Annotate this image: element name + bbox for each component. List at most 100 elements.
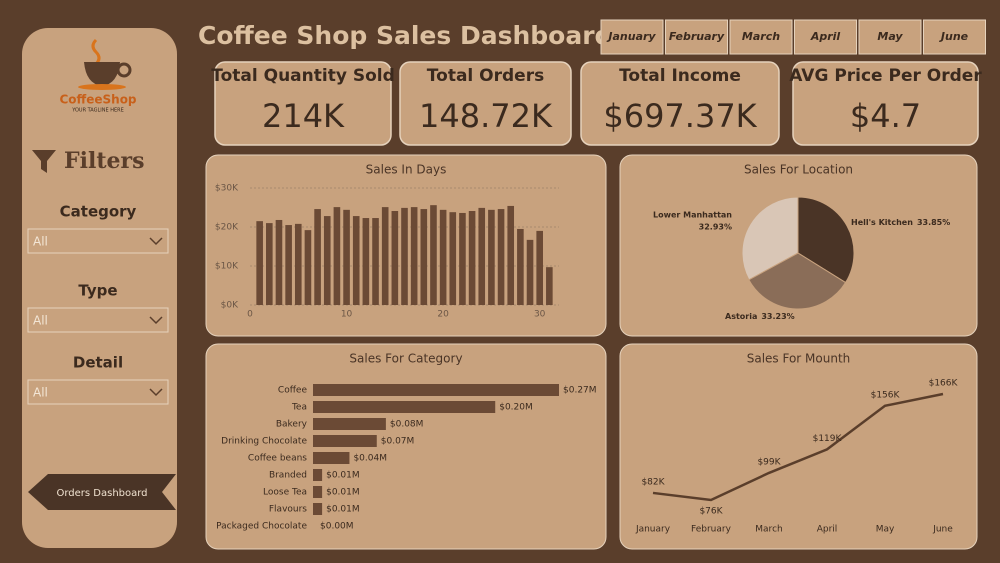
filter-label: Category — [60, 203, 137, 221]
category-label: Branded — [269, 471, 307, 481]
bar — [333, 207, 341, 305]
month-button-label[interactable]: March — [742, 30, 780, 43]
y-tick-label: $30K — [215, 184, 239, 194]
bar — [372, 218, 379, 305]
dropdown-chevron[interactable] — [149, 316, 163, 325]
value-label: $0.04M — [353, 454, 387, 464]
value-label: $0.20M — [499, 403, 533, 413]
pie-label: Hell's Kitchen 33.85% — [851, 218, 950, 227]
value-label: $166K — [929, 379, 959, 389]
kpi-value: $4.7 — [850, 97, 921, 135]
chart-title: Sales For Mounth — [747, 352, 851, 366]
dropdown-chevron[interactable] — [149, 237, 163, 246]
kpi-card — [580, 61, 780, 146]
bar — [313, 401, 496, 413]
filters-title: Filters — [64, 148, 144, 174]
value-label: $119K — [813, 434, 843, 444]
bar — [420, 209, 428, 305]
kpi-value: 214K — [262, 97, 345, 135]
filter-value[interactable]: All — [33, 314, 48, 328]
bar — [313, 435, 377, 447]
month-button[interactable] — [729, 19, 793, 55]
month-button-label[interactable]: January — [606, 30, 656, 43]
chart-title: Sales For Location — [744, 163, 853, 177]
month-button[interactable] — [600, 19, 664, 55]
bar — [313, 486, 323, 498]
month-button[interactable] — [858, 19, 922, 55]
kpi-label: Total Quantity Sold — [211, 66, 395, 86]
x-tick-label: February — [691, 525, 732, 535]
filter-value[interactable]: All — [33, 386, 48, 400]
category-label: Coffee beans — [248, 454, 307, 464]
month-button-label[interactable]: February — [669, 30, 725, 43]
kpi-card — [792, 61, 979, 146]
category-label: Flavours — [269, 505, 307, 515]
x-tick-label: 20 — [437, 310, 449, 320]
bar — [275, 219, 283, 305]
category-label: Drinking Chocolate — [221, 437, 307, 447]
bar — [343, 209, 350, 305]
bar — [468, 211, 476, 305]
chart-panel — [619, 343, 978, 550]
x-tick-label: January — [635, 525, 671, 535]
filter-icon — [32, 150, 56, 173]
month-button-label[interactable]: May — [877, 30, 903, 43]
category-label: Bakery — [276, 420, 308, 430]
y-tick-label: $0K — [221, 301, 239, 311]
bar — [304, 230, 312, 305]
orders-dashboard-button[interactable]: Orders Dashboard — [28, 474, 176, 510]
filters: Category All Type All Detail All — [27, 203, 169, 405]
dropdown-chevron[interactable] — [149, 388, 163, 397]
filter-value[interactable]: All — [33, 235, 48, 249]
x-tick-label: 0 — [247, 310, 253, 320]
logo-text: CoffeeShop — [59, 93, 136, 107]
category-label: Loose Tea — [263, 488, 307, 498]
bar — [526, 239, 534, 305]
button-label[interactable]: Orders Dashboard — [56, 488, 147, 499]
filter-dropdown[interactable] — [27, 379, 169, 405]
y-tick-label: $20K — [215, 223, 239, 233]
bar — [430, 205, 437, 305]
month-button-label[interactable]: April — [810, 30, 841, 43]
y-tick-label: $10K — [215, 262, 239, 272]
kpi-label: Total Orders — [427, 66, 544, 86]
bar — [401, 207, 408, 305]
pie-label: Astoria 33.23% — [725, 312, 795, 321]
kpi-value: 148.72K — [419, 97, 553, 135]
filter-dropdown[interactable] — [27, 307, 169, 333]
logo-icon — [78, 38, 132, 90]
value-label: $156K — [871, 390, 901, 400]
value-label: $0.01M — [326, 505, 360, 515]
category-label: Packaged Chocolate — [216, 522, 307, 532]
value-label: $0.07M — [381, 437, 415, 447]
bar — [391, 211, 399, 305]
bar — [362, 218, 370, 305]
bar — [517, 228, 524, 305]
value-label: $0.08M — [390, 420, 424, 430]
bar — [294, 223, 302, 305]
month-button[interactable] — [794, 19, 857, 55]
pie-label-value: 33.85% — [917, 218, 950, 227]
month-button[interactable] — [665, 19, 728, 55]
kpi-value: $697.37K — [603, 97, 757, 135]
x-tick-label: June — [932, 525, 953, 535]
month-button-label[interactable]: June — [939, 30, 969, 43]
bar — [381, 207, 389, 305]
logo-tagline: YOUR TAGLINE HERE — [71, 108, 124, 114]
chart-panel — [205, 343, 607, 550]
bar — [507, 205, 515, 305]
filter-label: Type — [78, 282, 117, 300]
filter-dropdown[interactable] — [27, 228, 169, 254]
bar — [439, 209, 447, 305]
bar — [497, 209, 505, 305]
month-button[interactable] — [923, 19, 986, 55]
bar — [256, 221, 263, 305]
value-label: $99K — [757, 457, 781, 467]
bar — [323, 216, 331, 305]
value-label: $0.27M — [563, 386, 597, 396]
pie-label-value: 33.23% — [761, 312, 794, 321]
bar — [266, 223, 273, 305]
bar — [313, 418, 386, 430]
